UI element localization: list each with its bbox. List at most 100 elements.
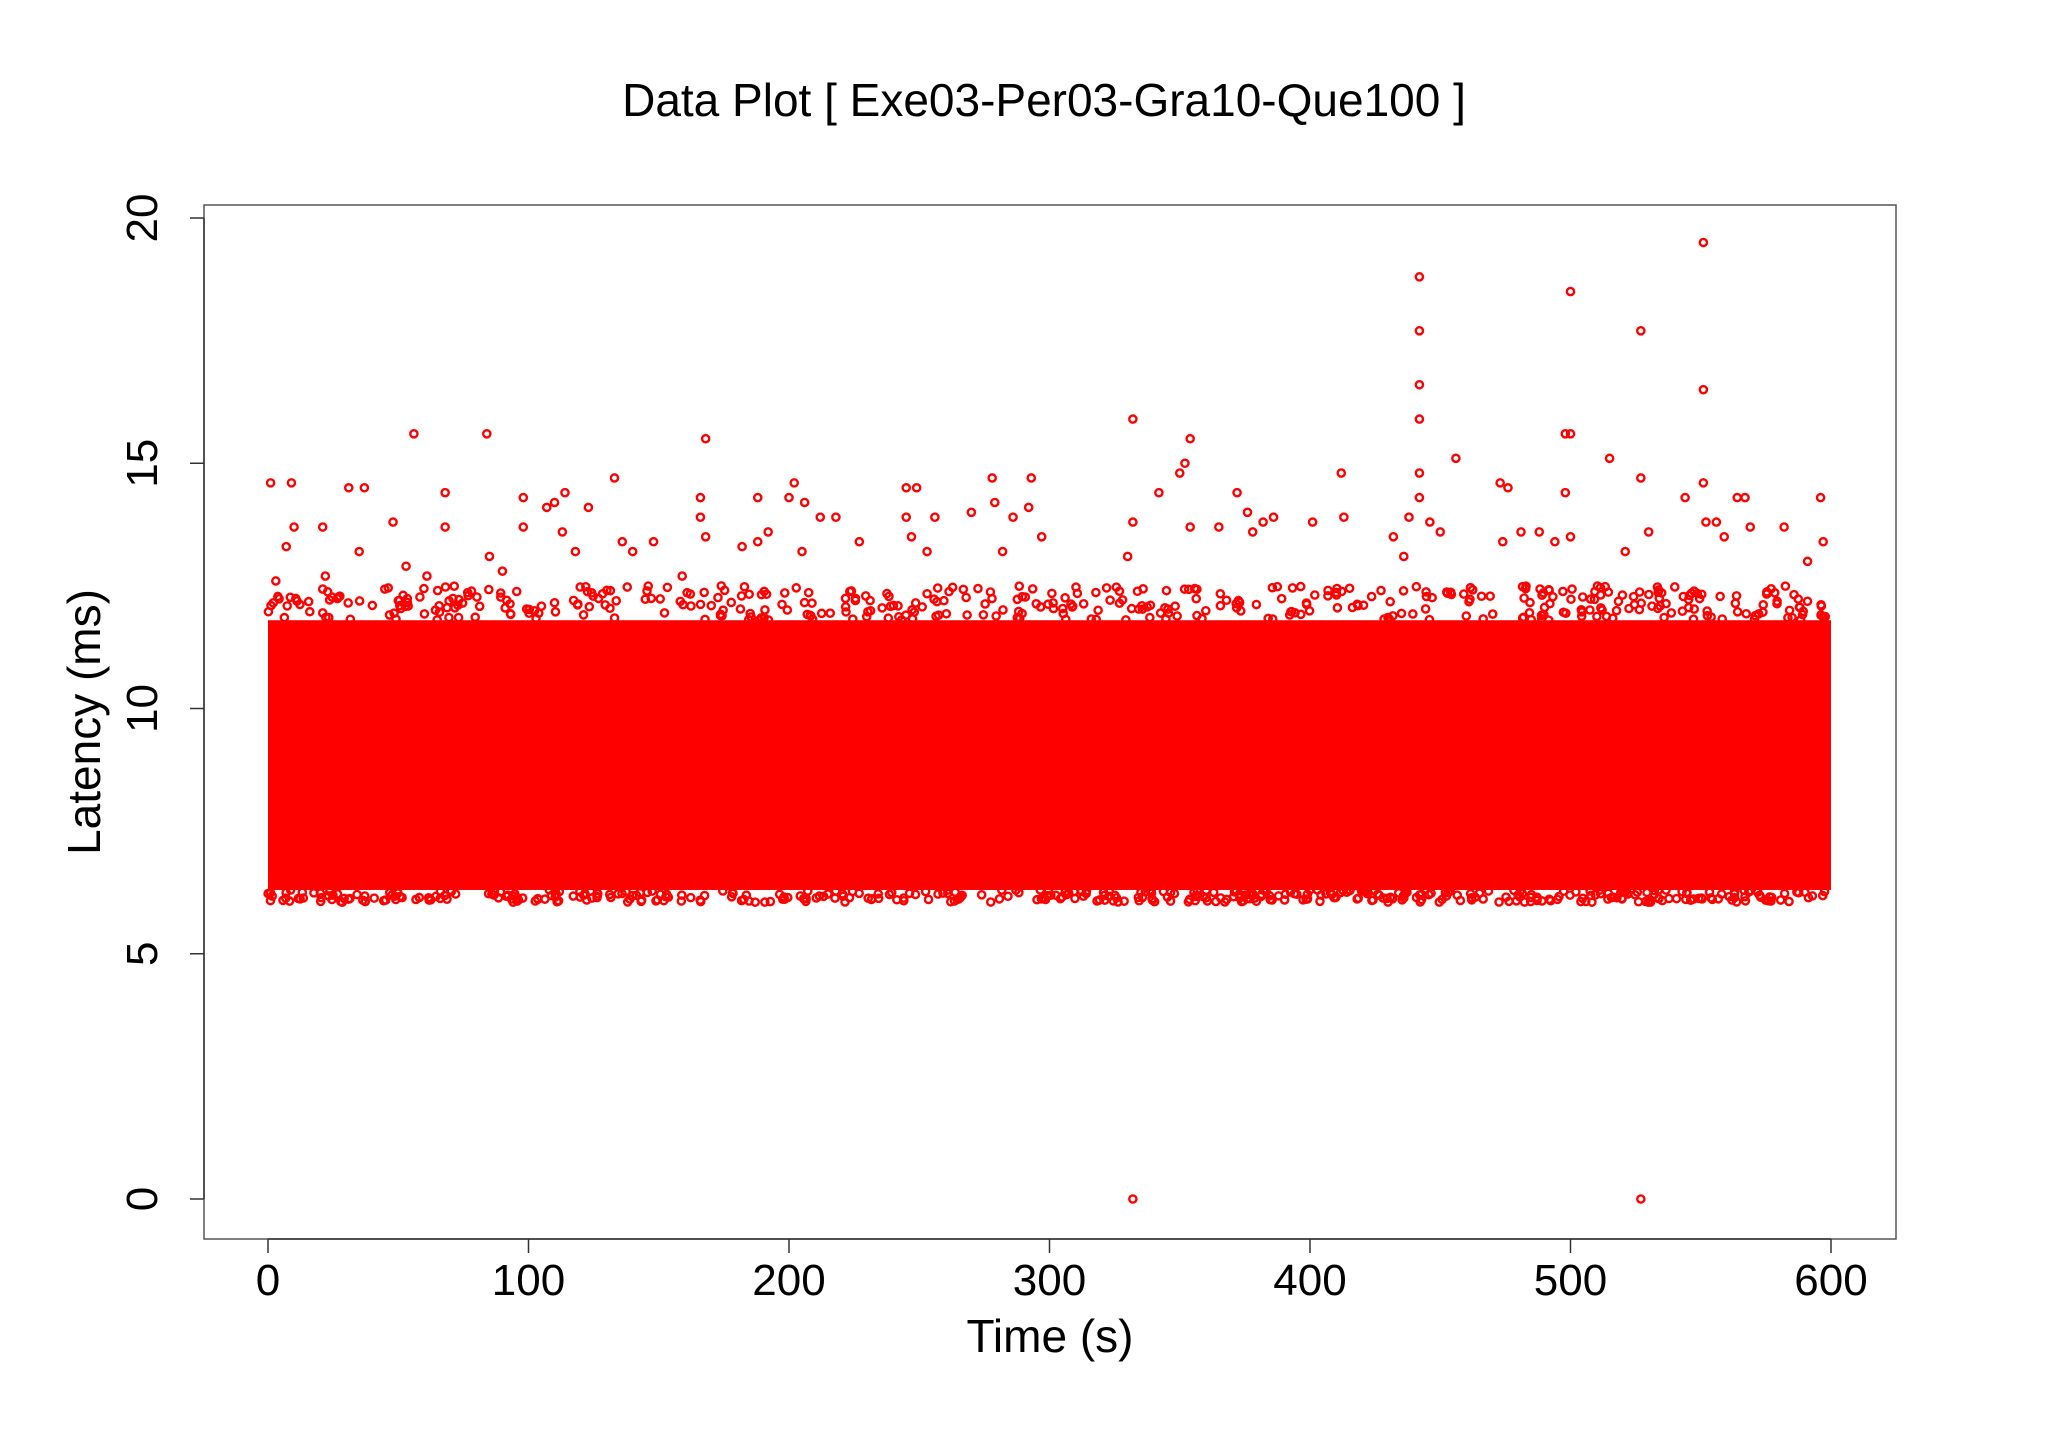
band-edge-point [1312,885,1323,895]
band-edge-point [799,597,810,608]
band-edge-point [1729,886,1740,897]
band-edge-point [617,888,627,899]
band-edge-point [917,602,928,612]
band-edge-point [997,885,1007,895]
band-edge-point [317,584,328,594]
band-edge-point [1476,591,1487,602]
data-point [1698,237,1709,248]
band-edge-point [873,893,884,904]
band-edge-point [360,896,371,907]
band-edge-point [883,613,894,623]
band-edge-point [1057,603,1068,614]
band-edge-point [625,894,635,904]
band-edge-point [1402,887,1412,898]
band-edge-point [605,603,615,614]
band-edge-point [1652,582,1663,592]
band-edge-point [1772,596,1782,607]
band-edge-point [1807,891,1818,901]
band-edge-point [343,598,353,608]
band-edge-point [736,591,747,601]
data-point [1636,326,1646,336]
band-edge-point [1047,588,1057,599]
band-edge-point [273,591,283,602]
band-edge-point [432,585,443,596]
band-edge-point [1504,896,1514,907]
band-edge-point [1309,590,1320,600]
data-point [1435,527,1446,537]
data-point [1185,433,1195,444]
band-edge-point [1521,581,1531,592]
data-point [1414,326,1425,336]
data-point [627,546,638,557]
band-edge-point [1752,887,1763,897]
band-edge-point [1525,597,1535,608]
data-point [359,482,370,493]
band-edge-point [823,889,833,899]
band-edge-point [840,593,851,604]
band-edge-point [524,604,535,615]
band-edge-point [1461,611,1472,621]
data-point [1516,527,1526,537]
data-point [784,492,794,503]
band-edge-point [472,592,482,602]
band-edge-point [1780,581,1791,591]
band-edge-point [1091,614,1102,625]
band-edge-point [846,586,857,596]
band-edge-point [1251,599,1262,610]
band-edge-point [1817,890,1828,901]
band-edge-point [578,610,589,620]
band-edge-point [760,897,770,907]
band-edge-point [345,614,356,625]
band-edge-point [779,588,790,598]
band-edge-point [343,894,354,904]
band-edge-point [961,592,971,603]
band-edge-point [1344,583,1355,594]
data-point [1534,527,1545,537]
band-edge-point [686,601,696,611]
y-tick-label: 10 [118,684,167,733]
band-edge-point [877,603,887,613]
data-point [930,512,940,523]
band-edge-point [1536,614,1547,624]
band-edge-point [850,595,861,606]
band-edge-point [1595,582,1606,593]
band-edge-point [285,885,296,895]
band-edge-point [1215,588,1226,599]
band-edge-point [1424,614,1435,625]
band-edge-point [611,596,622,606]
band-edge-point [487,889,497,899]
band-edge-point [893,601,903,611]
band-edge-point [1111,582,1122,592]
band-edge-point [1265,894,1276,905]
band-edge-point [803,886,813,896]
band-edge-point [663,892,674,903]
band-edge-point [1374,890,1385,901]
band-edge-point [1636,598,1647,609]
band-edge-point [1485,591,1495,601]
band-edge-point [765,896,776,907]
band-edge-point [267,891,278,901]
band-edge-point [397,892,407,903]
band-edge-point [1634,587,1645,597]
band-edge-point [609,613,620,623]
x-tick-label: 0 [256,1256,280,1305]
band-edge-point [840,897,850,907]
band-edge-point [1783,612,1793,623]
data-point [1560,429,1571,439]
band-edge-point [1366,591,1377,602]
band-edge-point [352,889,362,900]
band-edge-point [1331,587,1341,598]
data-point [797,546,807,557]
band-edge-point [457,598,468,608]
band-edge-point [550,885,560,896]
y-tick-label: 5 [118,942,167,966]
band-edge-point [500,603,510,613]
data-point [1258,517,1268,527]
band-edge-point [1060,593,1070,603]
band-edge-point [1576,611,1587,622]
band-edge-point [1487,609,1498,619]
band-edge-point [779,892,789,902]
band-edge-point [1802,596,1813,607]
band-edge-point [1336,586,1347,597]
